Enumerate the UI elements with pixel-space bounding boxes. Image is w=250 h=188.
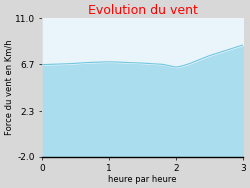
X-axis label: heure par heure: heure par heure [108,175,177,184]
Title: Evolution du vent: Evolution du vent [88,4,198,17]
Y-axis label: Force du vent en Km/h: Force du vent en Km/h [4,40,13,135]
